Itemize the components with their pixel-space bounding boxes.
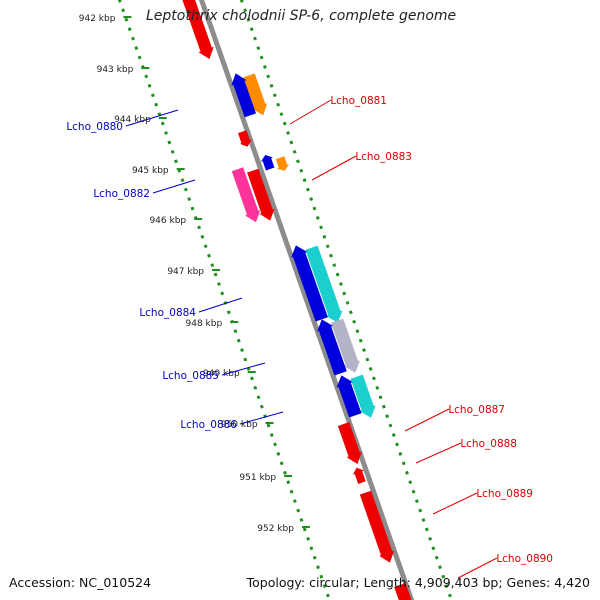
gene-arrow: [231, 167, 261, 223]
accession-text: Accession: NC_010524: [9, 575, 152, 590]
gene-leader-line: [404, 408, 450, 432]
gene-leader-line: [198, 297, 243, 313]
gene-leader-line: [152, 179, 196, 194]
kbp-tick-label: 945 kbp: [132, 166, 169, 176]
gene-arrow: [260, 155, 275, 171]
gene-leader-line: [289, 99, 332, 125]
gene-label: Lcho_0890: [496, 553, 553, 565]
gene-label: Lcho_0880: [66, 121, 123, 133]
gene-arrow: [359, 490, 395, 563]
genome-backbone: [198, 0, 415, 600]
gene-arrow: [238, 130, 252, 147]
gene-arrow: [317, 319, 347, 376]
gene-leader-line: [415, 442, 462, 464]
kbp-tick-label: 946 kbp: [149, 216, 186, 226]
gene-arrow: [291, 245, 328, 322]
kbp-tick-label: 951 kbp: [239, 473, 276, 483]
gene-arrow: [352, 467, 366, 484]
gene-label: Lcho_0886: [180, 419, 237, 431]
gene-arrow: [182, 0, 214, 59]
gene-arrow: [336, 375, 362, 418]
map-title: Leptothrix cholodnii SP-6, complete geno…: [146, 8, 457, 24]
gene-leader-line: [457, 557, 498, 579]
gene-label: Lcho_0885: [162, 370, 219, 382]
kbp-tick-label: 948 kbp: [186, 319, 223, 329]
gene-label: Lcho_0887: [448, 404, 505, 416]
gene-leader-line: [432, 492, 478, 515]
gene-arrow: [305, 245, 343, 323]
kbp-tick-label: 949 kbp: [203, 369, 240, 379]
gene-labels: Lcho_0880 Lcho_0881 Lcho_0882 Lcho_0883 Lcho…: [66, 95, 553, 579]
kbp-tick-label: 952 kbp: [257, 524, 294, 534]
gene-arrow: [350, 374, 376, 418]
gene-leader-line: [239, 411, 284, 425]
kbp-ticks: 942 kbp 943 kbp 944 kbp 945 kbp 946 kbp 947 k…: [79, 14, 310, 534]
gene-arrow: [337, 422, 362, 464]
gene-features: [182, 0, 412, 600]
gene-leader-line: [221, 362, 266, 376]
gene-arrow: [243, 73, 268, 116]
right-dotted-track: [239, 0, 454, 600]
gene-leader-line: [311, 155, 357, 181]
kbp-tick-label: 944 kbp: [114, 115, 151, 125]
gene-arrow: [231, 73, 256, 118]
gene-arrow: [275, 156, 290, 171]
gene-label: Lcho_0889: [476, 488, 533, 500]
gene-label: Lcho_0882: [93, 188, 150, 200]
kbp-tick-label: 943 kbp: [97, 65, 134, 75]
gene-arrow: [394, 583, 412, 600]
left-dotted-track: [117, 0, 332, 600]
gene-label: Lcho_0888: [460, 438, 517, 450]
gene-label: Lcho_0881: [330, 95, 387, 107]
gene-arrow: [330, 318, 360, 373]
gene-arrow: [247, 168, 275, 221]
gene-label: Lcho_0884: [139, 307, 196, 319]
kbp-tick-label: 942 kbp: [79, 14, 116, 24]
kbp-tick-label: 950 kbp: [221, 420, 258, 430]
gene-leader-line: [125, 109, 179, 127]
genome-summary-text: Topology: circular; Length: 4,909,403 bp…: [246, 575, 590, 590]
kbp-tick-label: 947 kbp: [167, 267, 204, 277]
gene-label: Lcho_0883: [355, 151, 412, 163]
dotted-tracks: [117, 0, 454, 600]
